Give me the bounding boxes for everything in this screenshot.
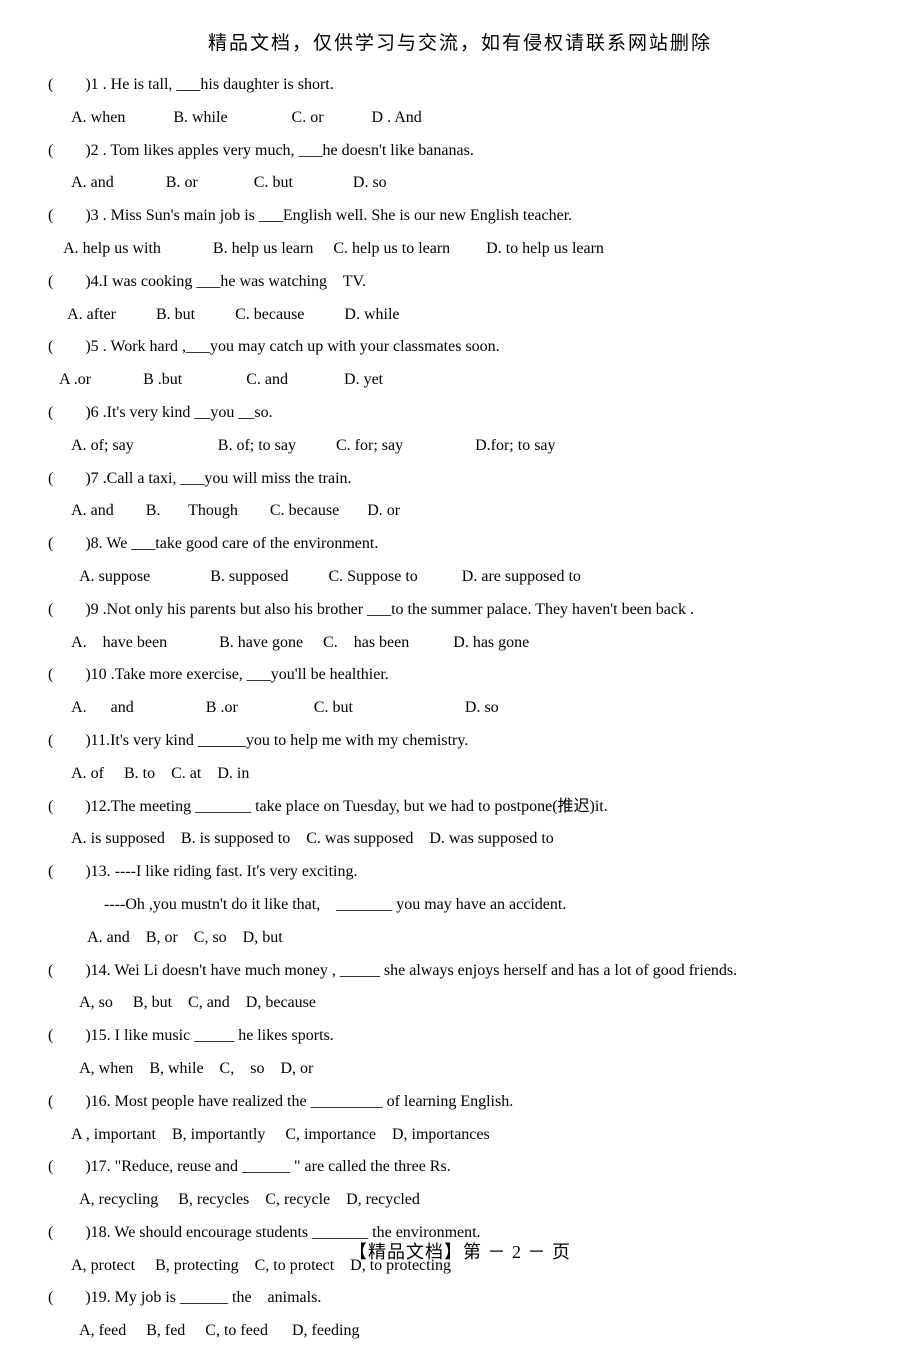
q8-stem: ( )8. We ___take good care of the enviro… [48,528,872,561]
q9-opts: A. have been B. have gone C. has been D.… [48,627,872,660]
q11-opts: A. of B. to C. at D. in [48,758,872,791]
q19-opts: A, feed B, fed C, to feed D, feeding [48,1315,872,1348]
q1-stem: ( )1 . He is tall, ___his daughter is sh… [48,69,872,102]
q4-opts: A. after B. but C. because D. while [48,299,872,332]
q3-stem: ( )3 . Miss Sun's main job is ___English… [48,200,872,233]
q17-opts: A, recycling B, recycles C, recycle D, r… [48,1184,872,1217]
q6-stem: ( )6 .It's very kind __you __so. [48,397,872,430]
q14-stem: ( )14. Wei Li doesn't have much money , … [48,955,872,988]
q5-opts: A .or B .but C. and D. yet [48,364,872,397]
q10-opts: A. and B .or C. but D. so [48,692,872,725]
q11-stem: ( )11.It's very kind ______you to help m… [48,725,872,758]
page-footer: 【精品文档】第 － 2 － 页 [0,1238,920,1264]
page-header: 精品文档，仅供学习与交流，如有侵权请联系网站删除 [48,28,872,55]
q12-stem: ( )12.The meeting _______ take place on … [48,791,872,824]
q15-opts: A, when B, while C, so D, or [48,1053,872,1086]
q19-stem: ( )19. My job is ______ the animals. [48,1282,872,1315]
q1-opts: A. when B. while C. or D . And [48,102,872,135]
q4-stem: ( )4.I was cooking ___he was watching TV… [48,266,872,299]
q13-opts: A. and B, or C, so D, but [48,922,872,955]
q10-stem: ( )10 .Take more exercise, ___you'll be … [48,659,872,692]
q15-stem: ( )15. I like music _____ he likes sport… [48,1020,872,1053]
q13-stem: ( )13. ----I like riding fast. It's very… [48,856,872,889]
q13-line2: ----Oh ,you mustn't do it like that, ___… [48,889,872,922]
q12-opts: A. is supposed B. is supposed to C. was … [48,823,872,856]
questions-container: ( )1 . He is tall, ___his daughter is sh… [48,69,872,1348]
q17-stem: ( )17. "Reduce, reuse and ______ " are c… [48,1151,872,1184]
q2-stem: ( )2 . Tom likes apples very much, ___he… [48,135,872,168]
q2-opts: A. and B. or C. but D. so [48,167,872,200]
q7-opts: A. and B. Though C. because D. or [48,495,872,528]
q6-opts: A. of; say B. of; to say C. for; say D.f… [48,430,872,463]
q16-opts: A , important B, importantly C, importan… [48,1119,872,1152]
q7-stem: ( )7 .Call a taxi, ___you will miss the … [48,463,872,496]
q16-stem: ( )16. Most people have realized the ___… [48,1086,872,1119]
q9-stem: ( )9 .Not only his parents but also his … [48,594,872,627]
q5-stem: ( )5 . Work hard ,___you may catch up wi… [48,331,872,364]
q14-opts: A, so B, but C, and D, because [48,987,872,1020]
q3-opts: A. help us with B. help us learn C. help… [48,233,872,266]
q8-opts: A. suppose B. supposed C. Suppose to D. … [48,561,872,594]
